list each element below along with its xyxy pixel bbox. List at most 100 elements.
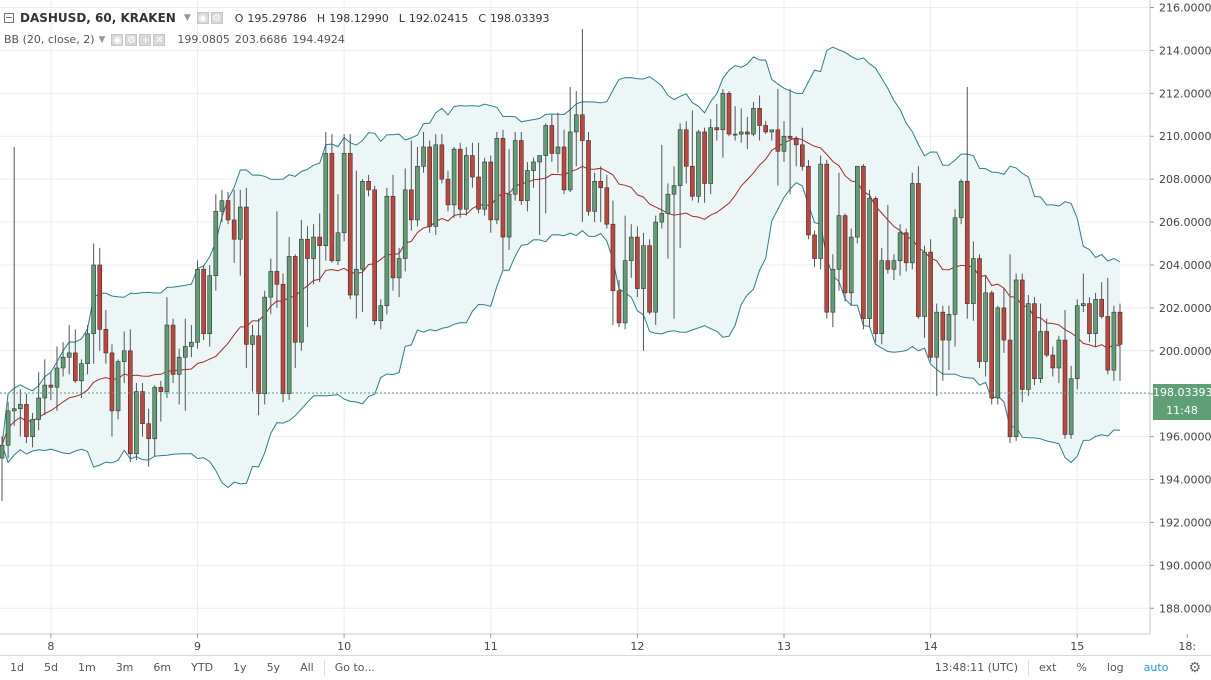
bb-eye-icon[interactable]: ◉	[111, 33, 124, 46]
candle[interactable]	[390, 174, 396, 291]
candle[interactable]	[396, 247, 402, 298]
candle[interactable]	[5, 402, 11, 459]
candle[interactable]	[152, 385, 158, 456]
candle[interactable]	[531, 157, 536, 188]
candle[interactable]	[616, 279, 622, 328]
candle[interactable]	[1117, 303, 1123, 381]
candle[interactable]	[433, 134, 439, 235]
candle[interactable]	[42, 359, 48, 416]
candle[interactable]	[891, 254, 897, 280]
candle[interactable]	[665, 183, 671, 259]
eye-icon[interactable]: ◉	[196, 12, 209, 24]
candle[interactable]	[121, 331, 127, 383]
percent-toggle[interactable]: %	[1076, 661, 1087, 674]
candle[interactable]	[292, 254, 298, 368]
range-5d[interactable]: 5d	[43, 661, 58, 674]
candle[interactable]	[855, 165, 860, 244]
candle[interactable]	[683, 121, 689, 184]
candle[interactable]	[170, 318, 176, 383]
range-ytd[interactable]: YTD	[191, 661, 214, 674]
symbol-title[interactable]: DASHUSD, 60, KRAKEN	[20, 11, 176, 25]
candle[interactable]	[189, 325, 194, 358]
time-axis[interactable]: 8 9 10 11 12 13 14 15 18:	[0, 633, 1196, 653]
candle[interactable]	[958, 179, 964, 225]
candle[interactable]	[934, 303, 940, 396]
candle[interactable]	[207, 264, 213, 347]
candle[interactable]	[1026, 295, 1031, 396]
candle[interactable]	[402, 168, 408, 272]
candle[interactable]	[781, 121, 787, 162]
candle[interactable]	[555, 112, 561, 173]
candle[interactable]	[787, 89, 793, 195]
candle[interactable]	[909, 172, 915, 270]
candle[interactable]	[60, 342, 66, 377]
candle[interactable]	[903, 228, 909, 272]
candle[interactable]	[24, 393, 29, 444]
candle[interactable]	[628, 224, 634, 278]
candle[interactable]	[476, 142, 481, 214]
candle[interactable]	[1019, 273, 1025, 403]
candle[interactable]	[366, 174, 371, 197]
candle[interactable]	[0, 436, 5, 501]
candle[interactable]	[732, 106, 738, 141]
candle[interactable]	[250, 325, 255, 392]
candle[interactable]	[793, 136, 799, 167]
candle[interactable]	[812, 230, 817, 268]
candle[interactable]	[134, 382, 139, 461]
candle[interactable]	[1087, 297, 1092, 343]
candle[interactable]	[127, 329, 133, 463]
candle[interactable]	[518, 131, 524, 205]
candle[interactable]	[757, 95, 762, 141]
candle[interactable]	[879, 247, 885, 345]
candle[interactable]	[1099, 282, 1104, 319]
bb-close-icon[interactable]: ✕	[153, 33, 166, 46]
candle[interactable]	[824, 159, 830, 319]
range-1d[interactable]: 1d	[10, 661, 24, 674]
candle[interactable]	[323, 131, 329, 261]
candle[interactable]	[427, 140, 432, 233]
candle[interactable]	[922, 245, 927, 338]
candle[interactable]	[580, 28, 585, 223]
candle[interactable]	[916, 166, 921, 319]
candle[interactable]	[30, 413, 35, 448]
candle[interactable]	[18, 389, 23, 437]
candle[interactable]	[512, 131, 518, 201]
range-1m[interactable]: 1m	[77, 661, 96, 674]
candle[interactable]	[561, 129, 567, 195]
candle[interactable]	[1062, 310, 1068, 439]
candle[interactable]	[85, 325, 90, 375]
candle[interactable]	[1050, 346, 1056, 377]
candle[interactable]	[763, 121, 768, 135]
candle[interactable]	[488, 155, 494, 233]
candle[interactable]	[317, 213, 322, 283]
candle[interactable]	[73, 329, 78, 383]
gear-icon[interactable]: ⚙	[1188, 660, 1201, 676]
candle[interactable]	[647, 239, 652, 315]
bb-settings-icon[interactable]: ⚙	[125, 33, 138, 46]
candle[interactable]	[598, 166, 604, 223]
candle[interactable]	[677, 123, 683, 248]
candle[interactable]	[525, 161, 530, 212]
candle[interactable]	[11, 146, 17, 426]
candle[interactable]	[439, 134, 445, 184]
candle[interactable]	[305, 226, 310, 328]
candle[interactable]	[464, 146, 469, 216]
candle[interactable]	[451, 146, 457, 218]
candle[interactable]	[726, 91, 732, 137]
candle[interactable]	[714, 104, 720, 141]
candle[interactable]	[219, 189, 225, 223]
candle[interactable]	[604, 174, 610, 229]
candle[interactable]	[940, 305, 946, 381]
chevron-down-icon[interactable]: ▼	[183, 13, 191, 23]
range-all[interactable]: All	[300, 661, 314, 674]
candle[interactable]	[213, 194, 219, 291]
auto-scale-toggle[interactable]: auto	[1143, 661, 1169, 674]
candle[interactable]	[848, 228, 854, 306]
candle[interactable]	[567, 86, 573, 193]
candle[interactable]	[256, 318, 261, 416]
candle[interactable]	[244, 187, 249, 368]
candle[interactable]	[231, 189, 237, 263]
candle[interactable]	[470, 142, 475, 188]
candle[interactable]	[421, 131, 426, 173]
candle[interactable]	[1068, 365, 1074, 439]
